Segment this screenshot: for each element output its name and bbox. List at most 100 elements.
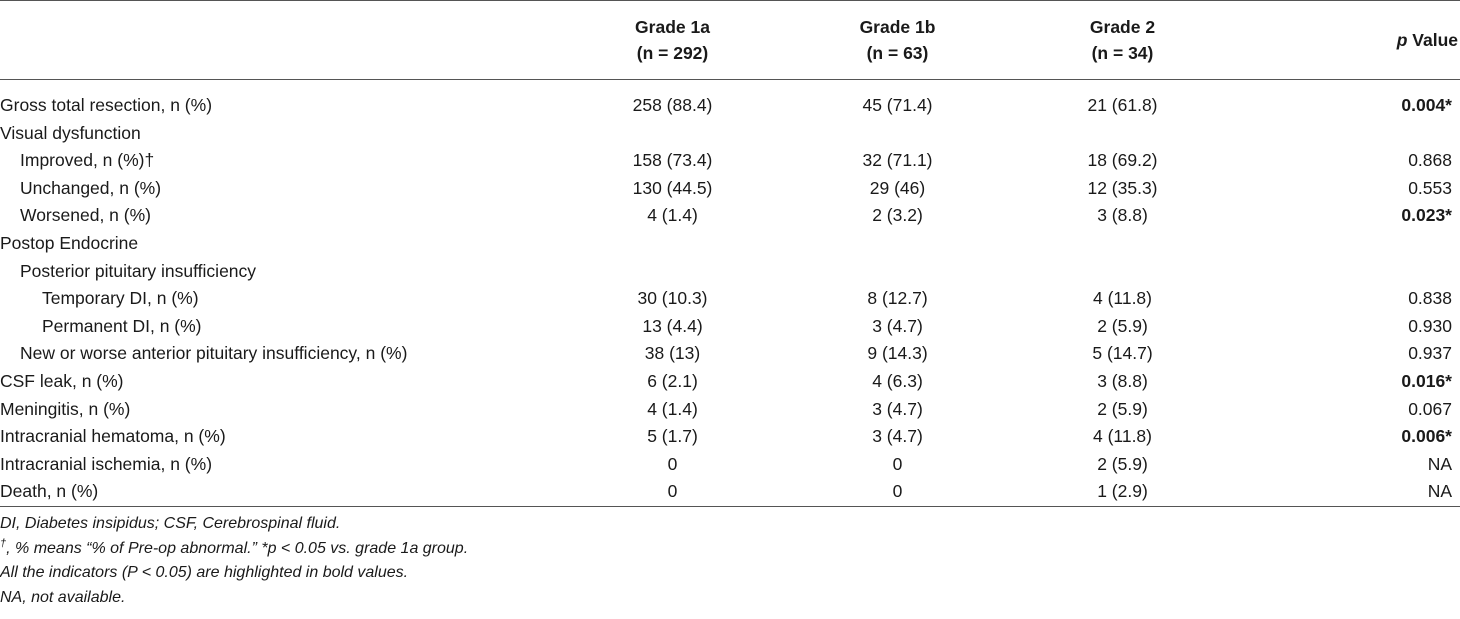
row-label: CSF leak, n (%) xyxy=(0,370,124,391)
cell-grade-1b: 4 (6.3) xyxy=(872,370,923,391)
cell-grade-1b: 3 (4.7) xyxy=(872,315,923,336)
footnote-na: NA, not available. xyxy=(0,588,126,606)
cell-grade-2: 2 (5.9) xyxy=(1097,453,1148,474)
cell-p-value: NA xyxy=(1427,453,1452,474)
cell-grade-2: 4 (11.8) xyxy=(1092,288,1152,309)
row-label: Worsened, n (%) xyxy=(20,205,151,226)
cell-grade-1a: 6 (2.1) xyxy=(647,370,698,391)
cell-grade-2: 2 (5.9) xyxy=(1097,315,1148,336)
cell-grade-1a: 4 (1.4) xyxy=(647,205,698,226)
cell-grade-1a: 0 xyxy=(560,478,785,507)
row-label: Intracranial hematoma, n (%) xyxy=(0,426,226,447)
cell-grade-1b: 2 (3.2) xyxy=(872,205,923,226)
spacer-cell xyxy=(0,80,1460,93)
table-row: Posterior pituitary insufficiency xyxy=(0,258,1460,286)
header-grade-1a: Grade 1a (n = 292) xyxy=(560,0,785,80)
header-grade-2-n: (n = 34) xyxy=(1091,43,1154,63)
cell-grade-2: 18 (69.2) xyxy=(1087,150,1158,171)
cell-p-value: 0.004* xyxy=(1401,95,1452,115)
cell-p-value xyxy=(1235,120,1460,148)
row-label: Death, n (%) xyxy=(0,478,560,507)
cell-grade-2: 1 (2.9) xyxy=(1010,478,1235,507)
cell-grade-1b xyxy=(785,258,1010,286)
table-row: Intracranial ischemia, n (%) 0 0 2 (5.9) NA xyxy=(0,451,1460,479)
header-grade-2: Grade 2 (n = 34) xyxy=(1010,0,1235,80)
footnote-dagger-symbol: † xyxy=(0,537,7,550)
cell-grade-1b: 8 (12.7) xyxy=(867,288,928,309)
cell-grade-1a: 130 (44.5) xyxy=(632,177,713,198)
header-p-value: p Value xyxy=(1235,0,1460,80)
cell-grade-2: 12 (35.3) xyxy=(1087,177,1158,198)
cell-grade-1b: 9 (14.3) xyxy=(867,343,928,364)
row-label: Visual dysfunction xyxy=(0,122,141,143)
cell-p-value: 0.937 xyxy=(1408,343,1452,364)
cell-p-value: 0.930 xyxy=(1408,315,1452,336)
header-grade-1a-title: Grade 1a xyxy=(635,17,710,37)
cell-grade-1a: 258 (88.4) xyxy=(632,95,713,115)
cell-grade-1a: 0 xyxy=(667,453,678,474)
cell-grade-2: 21 (61.8) xyxy=(1087,95,1158,115)
cell-grade-2: 2 (5.9) xyxy=(1097,398,1148,419)
cell-grade-1b: 3 (4.7) xyxy=(872,426,923,447)
table-header: Grade 1a (n = 292) Grade 1b (n = 63) Gra… xyxy=(0,0,1460,80)
cell-grade-1a: 5 (1.7) xyxy=(647,426,698,447)
cell-grade-1b: 45 (71.4) xyxy=(862,95,933,115)
table-footnotes: DI, Diabetes insipidus; CSF, Cerebrospin… xyxy=(0,512,468,610)
header-grade-1b: Grade 1b (n = 63) xyxy=(785,0,1010,80)
table-row: Intracranial hematoma, n (%) 5 (1.7) 3 (4.… xyxy=(0,423,1460,451)
header-grade-1b-title: Grade 1b xyxy=(859,17,936,37)
table-row: Worsened, n (%) 4 (1.4) 2 (3.2) 3 (8.8) 0.02… xyxy=(0,202,1460,230)
cell-p-value xyxy=(1235,230,1460,258)
row-label: Meningitis, n (%) xyxy=(0,398,131,419)
cell-grade-1a xyxy=(560,120,785,148)
cell-grade-2: 3 (8.8) xyxy=(1097,205,1148,226)
cell-grade-1a xyxy=(560,230,785,258)
table-row: Visual dysfunction xyxy=(0,120,1460,148)
footnote-dagger-text: , % means “% of Pre-op abnormal.” *p < 0… xyxy=(6,539,469,557)
cell-p-value: 0.016* xyxy=(1401,370,1452,391)
cell-grade-1b xyxy=(785,230,1010,258)
table-row: Meningitis, n (%) 4 (1.4) 3 (4.7) 2 (5.9) 0.… xyxy=(0,396,1460,424)
row-label: Intracranial ischemia, n (%) xyxy=(0,453,213,474)
header-grade-2-title: Grade 2 xyxy=(1089,17,1156,37)
cell-p-value: 0.067 xyxy=(1408,398,1452,419)
cell-grade-1b: 0 xyxy=(892,453,903,474)
cell-p-value: NA xyxy=(1235,478,1460,507)
footnote-dagger: †, % means “% of Pre-op abnormal.” *p < … xyxy=(0,537,468,562)
table-body: Gross total resection, n (%) 258 (88.4) 45… xyxy=(0,80,1460,507)
row-label: Gross total resection, n (%) xyxy=(0,95,213,115)
cell-grade-1a: 13 (4.4) xyxy=(642,315,703,336)
outcomes-table: Grade 1a (n = 292) Grade 1b (n = 63) Gra… xyxy=(0,0,1460,507)
cell-p-value: 0.023* xyxy=(1401,205,1452,226)
cell-grade-1b: 32 (71.1) xyxy=(862,150,933,171)
row-label: Permanent DI, n (%) xyxy=(42,315,202,336)
table-row: Postop Endocrine xyxy=(0,230,1460,258)
cell-p-value: 0.868 xyxy=(1408,150,1452,171)
cell-grade-1a: 30 (10.3) xyxy=(637,288,708,309)
cell-grade-1a: 4 (1.4) xyxy=(647,398,698,419)
cell-grade-1a: 158 (73.4) xyxy=(632,150,713,171)
cell-p-value xyxy=(1235,258,1460,286)
cell-grade-1b: 29 (46) xyxy=(869,177,926,198)
table-row: CSF leak, n (%) 6 (2.1) 4 (6.3) 3 (8.8) 0.01… xyxy=(0,368,1460,396)
cell-grade-1b xyxy=(785,120,1010,148)
table-row: Temporary DI, n (%) 30 (10.3) 8 (12.7) 4 (1… xyxy=(0,285,1460,313)
cell-grade-1b: 0 xyxy=(785,478,1010,507)
row-label: Posterior pituitary insufficiency xyxy=(20,260,257,281)
cell-grade-2 xyxy=(1010,230,1235,258)
cell-p-value: 0.838 xyxy=(1408,288,1452,309)
cell-grade-2: 3 (8.8) xyxy=(1097,370,1148,391)
row-label: Unchanged, n (%) xyxy=(20,177,162,198)
cell-grade-1a xyxy=(560,258,785,286)
table-row: Improved, n (%)† 158 (73.4) 32 (71.1) 18 (6… xyxy=(0,147,1460,175)
header-p-italic: p xyxy=(1396,30,1408,50)
header-p-rest: Value xyxy=(1407,30,1458,50)
header-grade-1a-n: (n = 292) xyxy=(636,43,709,63)
row-label: Postop Endocrine xyxy=(0,232,139,253)
cell-grade-2: 4 (11.8) xyxy=(1092,426,1152,447)
header-spacer-row xyxy=(0,80,1460,93)
row-label: Improved, n (%)† xyxy=(20,150,155,171)
table-row: Gross total resection, n (%) 258 (88.4) 45… xyxy=(0,92,1460,120)
cell-p-value: 0.006* xyxy=(1401,426,1452,447)
